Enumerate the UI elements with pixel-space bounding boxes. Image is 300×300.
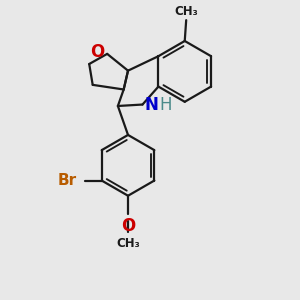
Text: CH₃: CH₃ xyxy=(116,237,140,250)
Text: H: H xyxy=(159,95,172,113)
Text: O: O xyxy=(91,44,105,62)
Text: N: N xyxy=(145,95,159,113)
Text: CH₃: CH₃ xyxy=(174,5,198,18)
Text: O: O xyxy=(121,217,135,235)
Text: Br: Br xyxy=(58,173,77,188)
